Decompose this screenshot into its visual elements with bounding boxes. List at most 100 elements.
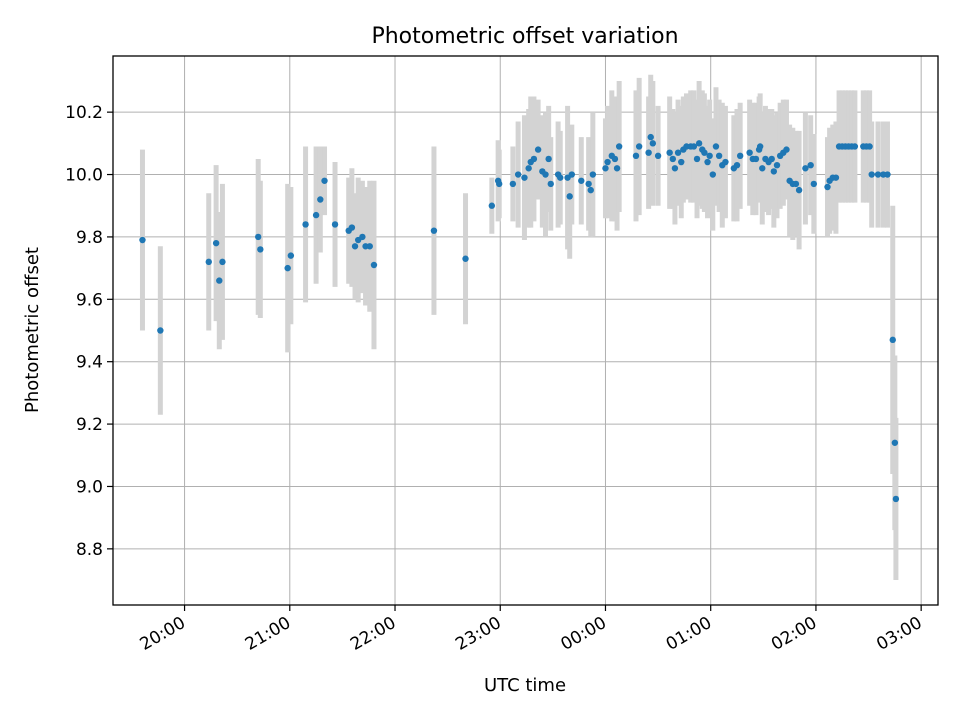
data-point [802,165,809,172]
data-point [736,152,744,160]
data-point [615,143,623,150]
y-tick-label: 10.0 [65,166,103,186]
data-point [430,227,438,234]
y-tick-label: 10.2 [65,103,103,123]
y-tick-label: 9.0 [76,477,103,497]
data-point [824,183,831,191]
chart-title: Photometric offset variation [371,24,678,49]
data-point [669,155,677,163]
data-point [746,149,753,156]
data-point [205,258,212,266]
data-point [525,165,532,172]
data-point [566,193,573,200]
data-point [521,174,528,181]
data-point [892,495,900,503]
data-point [578,177,585,184]
data-point [889,336,896,344]
data-point [752,155,760,163]
data-point [157,327,164,334]
data-point [792,180,800,188]
data-point [216,277,223,284]
data-point [302,221,309,228]
data-point [647,133,654,141]
data-point [257,246,264,253]
data-point [678,158,685,166]
data-point [219,258,226,266]
data-point [545,155,552,163]
plot-frame [112,55,939,606]
data-point [568,171,576,178]
data-point [832,174,840,181]
data-point [773,161,781,169]
data-point [866,143,873,150]
data-point [212,239,220,247]
data-point [795,186,803,194]
data-point [547,180,554,188]
data-point [611,155,619,163]
data-point [733,161,741,169]
data-point [722,158,729,166]
data-points [139,133,900,503]
y-tick-label: 9.8 [76,228,103,248]
data-point [488,202,496,209]
data-point [666,149,673,156]
data-point [701,149,708,156]
data-point [712,143,720,150]
data-point [851,143,859,150]
x-axis-label: UTC time [484,675,566,696]
y-tick-label: 8.8 [76,540,103,560]
data-point [810,180,818,188]
data-point [706,152,713,160]
data-point [602,165,609,172]
data-point [321,177,328,184]
data-point [557,174,564,181]
y-axis-ticks: 8.8 9.0 9.2 9.4 9.6 9.8 10.0 10.2 [65,103,113,560]
data-point [715,152,723,160]
data-point [462,255,469,262]
data-point [756,143,764,150]
data-point [331,221,339,228]
data-point [613,165,621,172]
data-point [674,149,682,156]
y-axis-label: Photometric offset [22,247,43,413]
data-point [542,171,549,178]
data-point [587,186,594,194]
data-point [287,252,295,259]
data-point [348,224,356,231]
data-point [695,140,703,147]
y-tick-label: 9.2 [76,415,103,435]
data-point [366,243,373,250]
data-point [783,146,790,153]
data-point [585,180,592,188]
data-point [370,261,378,269]
data-point [351,243,359,250]
data-point [654,152,662,160]
data-point [514,171,522,178]
data-point [359,233,366,241]
data-point [704,158,711,166]
data-point [693,155,701,163]
data-point [645,149,652,156]
data-point [891,439,899,446]
data-point [709,171,717,178]
data-point [495,180,503,188]
data-point [139,236,146,244]
y-tick-label: 9.6 [76,290,103,310]
data-point [759,165,766,172]
data-point [604,158,611,166]
data-point [284,264,291,272]
data-point [589,171,597,178]
data-point [770,168,778,175]
data-point [874,171,882,178]
data-point [317,196,324,203]
data-point [768,155,775,163]
data-point [509,180,517,188]
data-point [534,146,542,153]
data-point [530,155,538,163]
data-point [807,161,814,169]
data-point [649,140,657,147]
data-point [632,152,640,160]
data-point [255,233,262,241]
data-point [868,171,875,178]
